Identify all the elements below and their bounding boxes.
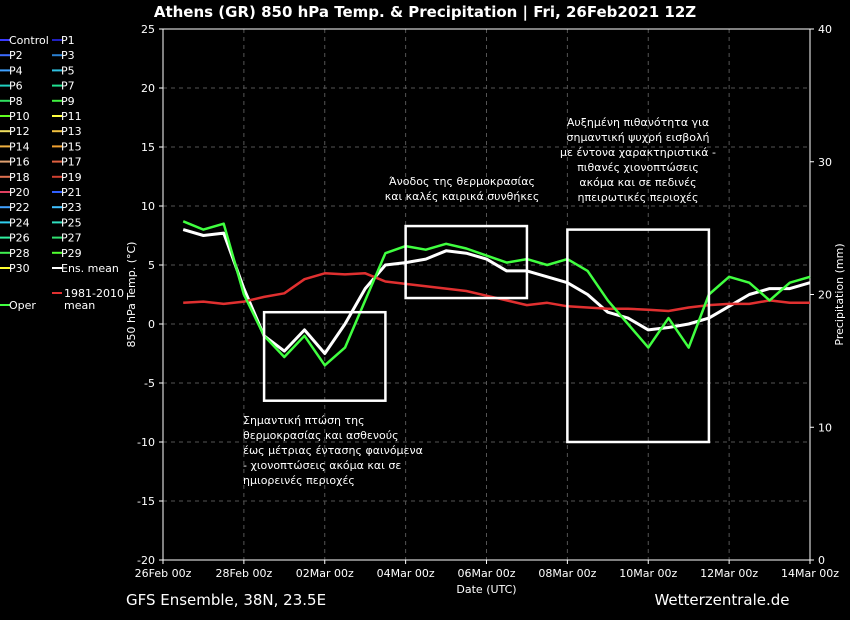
- series-oper: [182, 220, 811, 367]
- legend-label: P11: [61, 110, 82, 123]
- y-axis-label: 850 hPa Temp. (°C): [125, 242, 138, 348]
- y-tick-label: -5: [144, 377, 155, 390]
- series-ens-mean: [182, 228, 811, 355]
- annotation-line: - χιονοπτώσεις ακόμα και σε: [243, 459, 401, 472]
- y-tick-label: 25: [141, 23, 155, 36]
- legend-label: P20: [9, 186, 30, 199]
- legend-label: Oper: [9, 299, 36, 312]
- annotation-line: Αυξημένη πιθανότητα για: [567, 116, 709, 129]
- legend-label: 1981-2010: [64, 287, 124, 300]
- legend-label: P25: [61, 216, 82, 229]
- x-tick-label: 10Mar 00z: [619, 567, 677, 580]
- annotation-line: έως μέτριας έντασης φαινόμενα: [243, 444, 423, 457]
- legend-label: P8: [9, 95, 23, 108]
- legend-label: P18: [9, 171, 30, 184]
- plot-frame: [162, 28, 811, 561]
- legend-label: P2: [9, 49, 23, 62]
- y-tick-label: 20: [141, 82, 155, 95]
- x-tick-label: 14Mar 00z: [781, 567, 839, 580]
- legend-label: P1: [61, 34, 75, 47]
- y-tick-label: -15: [137, 495, 155, 508]
- annotation-line: ημιορεινές περιοχές: [243, 474, 355, 487]
- y2-tick-label: 10: [818, 421, 832, 434]
- x-tick-label: 12Mar 00z: [700, 567, 758, 580]
- annotation-box: [566, 228, 711, 444]
- legend-label: P9: [61, 95, 75, 108]
- legend-label: Ens. mean: [61, 262, 119, 275]
- x-tick-label: 08Mar 00z: [538, 567, 596, 580]
- y-tick-label: 0: [148, 318, 155, 331]
- legend-label: P19: [61, 171, 82, 184]
- legend-label: P4: [9, 64, 23, 77]
- legend-label: P14: [9, 140, 30, 153]
- y-tick-label: 10: [141, 200, 155, 213]
- y-tick-label: 5: [148, 259, 155, 272]
- legend-label: P12: [9, 125, 30, 138]
- legend-label: P13: [61, 125, 82, 138]
- series-1981-2010-mean: [183, 272, 810, 313]
- legend-label: P3: [61, 49, 75, 62]
- legend-label: P23: [61, 201, 82, 214]
- legend-label: P5: [61, 64, 75, 77]
- legend-label: P22: [9, 201, 30, 214]
- legend-label: P27: [61, 232, 82, 245]
- legend-label: P21: [61, 186, 82, 199]
- y2-tick-label: 0: [818, 554, 825, 567]
- x-tick-label: 02Mar 00z: [296, 567, 354, 580]
- annotation-box: [262, 310, 387, 402]
- annotation-line: πιθανές χιονοπτώσεις: [577, 161, 699, 174]
- legend-label: P7: [61, 80, 75, 93]
- legend-label: P6: [9, 80, 23, 93]
- annotation-line: ηπειρωτικές περιοχές: [578, 191, 699, 204]
- footer-left: GFS Ensemble, 38N, 23.5E: [126, 591, 326, 609]
- y2-axis-label: Precipitation (mm): [833, 243, 846, 345]
- annotation-line: και καλές καιρικά συνθήκες: [385, 190, 540, 203]
- legend-label: P30: [9, 262, 30, 275]
- y-tick-label: 15: [141, 141, 155, 154]
- y2-tick-label: 30: [818, 156, 832, 169]
- x-tick-label: 04Mar 00z: [377, 567, 435, 580]
- legend-label: P24: [9, 216, 30, 229]
- annotation-line: θερμοκρασίας και ασθενούς: [243, 429, 399, 442]
- x-tick-label: 28Feb 00z: [216, 567, 273, 580]
- y-tick-label: -20: [137, 554, 155, 567]
- legend: Control P1 P2 P3 P4 P5 P6 P7 P8 P9 P10 P11 P12 P13 P14…: [0, 34, 124, 312]
- legend-label: mean: [64, 299, 95, 312]
- x-tick-label: 26Feb 00z: [135, 567, 192, 580]
- y2-tick-label: 20: [818, 289, 832, 302]
- annotation-line: Σημαντική πτώση της: [243, 414, 365, 427]
- legend-label: P15: [61, 140, 82, 153]
- legend-label: P26: [9, 232, 30, 245]
- annotation-line: σημαντική ψυχρή εισβολή: [567, 131, 710, 144]
- legend-label: P29: [61, 247, 82, 260]
- footer-right: Wetterzentrale.de: [654, 591, 789, 609]
- y-tick-label: -10: [137, 436, 155, 449]
- legend-label: P10: [9, 110, 30, 123]
- x-axis-label: Date (UTC): [456, 583, 516, 596]
- legend-label: Control: [9, 34, 49, 47]
- annotation-line: Άνοδος της θερμοκρασίας: [389, 175, 535, 188]
- legend-label: P28: [9, 247, 30, 260]
- annotation-line: με έντονα χαρακτηριστικά -: [560, 146, 716, 159]
- chart-title: Athens (GR) 850 hPa Temp. & Precipitatio…: [154, 3, 696, 22]
- annotation-box: [404, 224, 529, 300]
- legend-label: P16: [9, 156, 30, 169]
- legend-label: P17: [61, 156, 82, 169]
- annotation-line: ακόμα και σε πεδινές: [579, 176, 696, 189]
- x-tick-label: 06Mar 00z: [457, 567, 515, 580]
- y2-tick-label: 40: [818, 23, 832, 36]
